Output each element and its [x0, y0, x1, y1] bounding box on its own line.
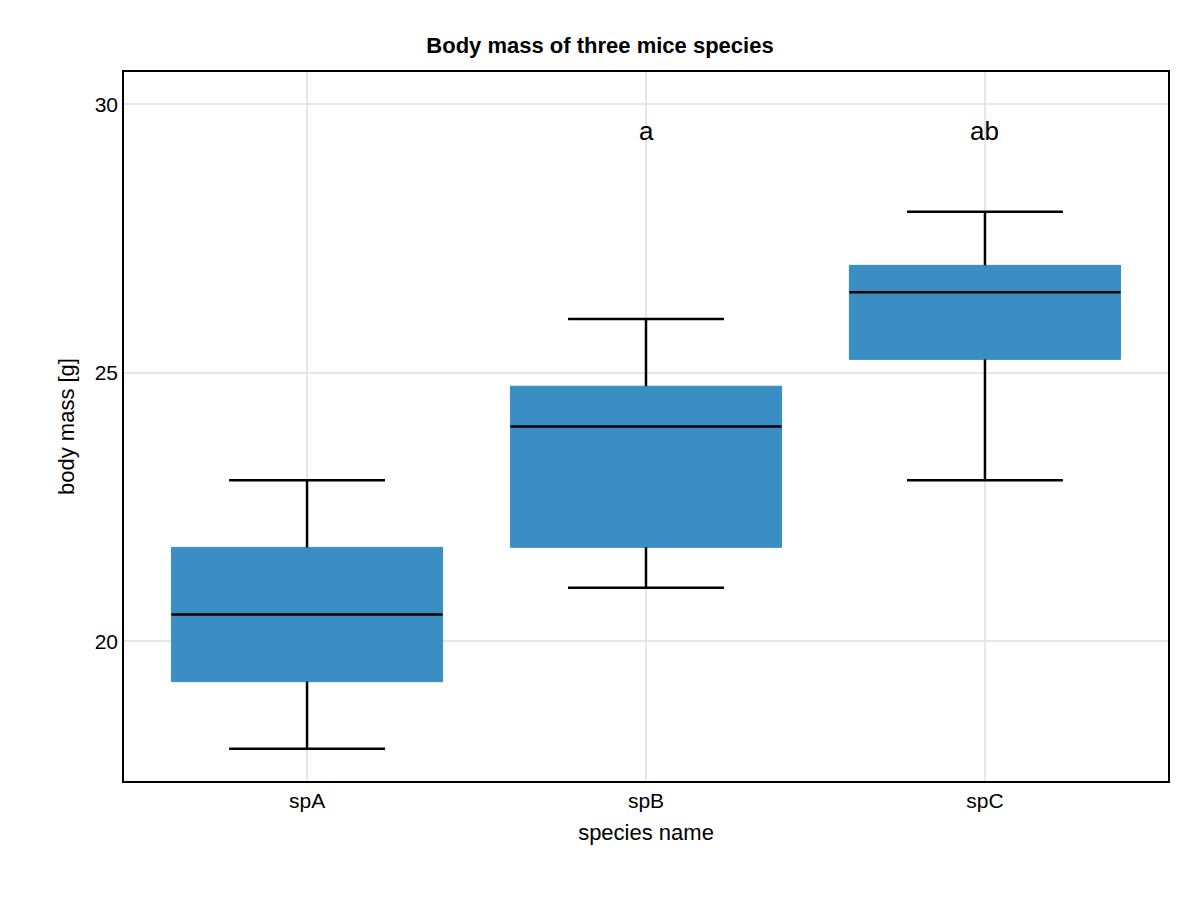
- svg-text:spB: spB: [628, 789, 664, 812]
- svg-text:spC: spC: [966, 789, 1003, 812]
- svg-text:body mass [g]: body mass [g]: [54, 358, 79, 495]
- svg-text:Body mass of three mice specie: Body mass of three mice species: [426, 33, 773, 58]
- svg-text:30: 30: [95, 93, 118, 116]
- svg-text:ab: ab: [970, 116, 999, 146]
- svg-text:a: a: [639, 116, 654, 146]
- svg-text:25: 25: [95, 361, 118, 384]
- svg-text:spA: spA: [289, 789, 325, 812]
- svg-text:20: 20: [95, 630, 118, 653]
- svg-text:species name: species name: [578, 820, 714, 845]
